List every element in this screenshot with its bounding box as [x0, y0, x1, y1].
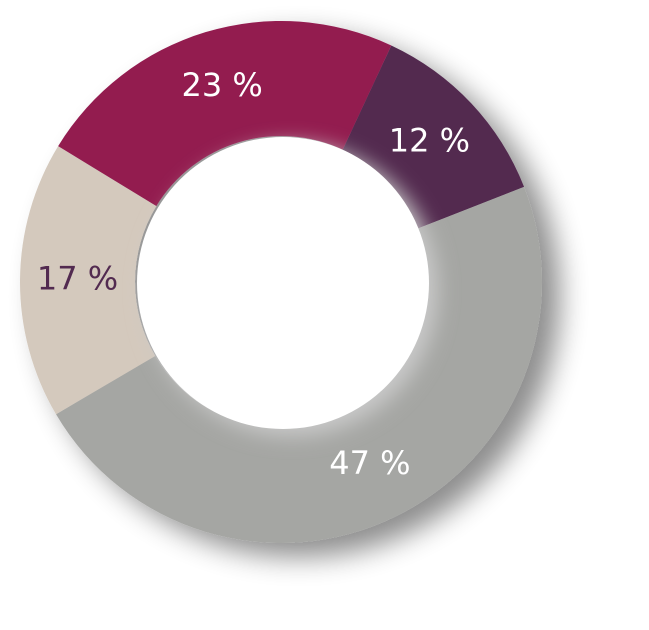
- value-label: 17 %: [37, 259, 118, 297]
- value-label: 23 %: [181, 66, 262, 104]
- value-label: 12 %: [389, 122, 470, 160]
- donut-segment: [56, 186, 543, 544]
- donut-hole: [137, 137, 429, 429]
- value-label: 47 %: [329, 444, 410, 482]
- donut: [20, 20, 543, 544]
- donut-segment: [20, 146, 157, 415]
- donut-segment: [342, 45, 525, 229]
- labels: 12 % 47 % 17 % 23 %: [37, 66, 470, 482]
- donut-segment: [58, 20, 392, 207]
